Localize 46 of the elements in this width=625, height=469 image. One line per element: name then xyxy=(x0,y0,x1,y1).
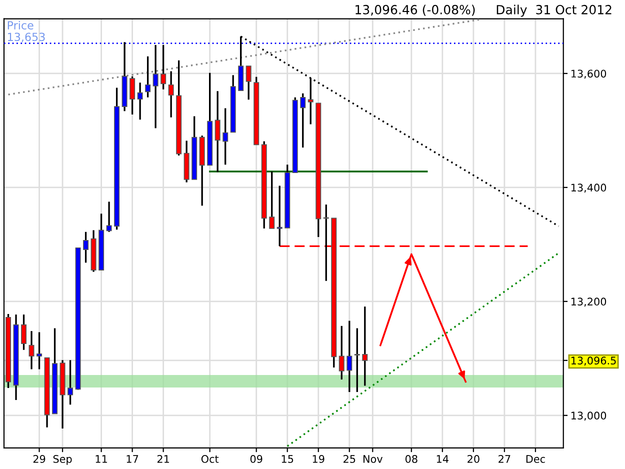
candlestick xyxy=(308,77,314,126)
candlestick xyxy=(300,92,306,148)
y-tick-label: 13,600 xyxy=(571,70,606,79)
x-tick-label: 27 xyxy=(498,455,510,463)
candlestick xyxy=(338,325,344,380)
candlestick xyxy=(130,75,136,116)
x-tick-label: Nov xyxy=(364,455,383,463)
chart-title: 13,096.46 (-0.08%) Daily 31 Oct 2012 xyxy=(356,4,612,17)
candlestick xyxy=(214,90,220,173)
x-tick-label: 21 xyxy=(157,455,169,463)
x-tick-label: Oct xyxy=(201,455,219,463)
x-tick-label: 08 xyxy=(405,455,418,463)
candlestick xyxy=(83,231,89,264)
x-tick-label: Dec xyxy=(526,455,545,463)
x-tick-label: Sep xyxy=(53,455,72,465)
x-tick-label: 19 xyxy=(312,455,324,463)
candlestick xyxy=(137,82,143,120)
candlestick xyxy=(346,320,352,393)
candlestick xyxy=(269,170,275,230)
y-tick-label: 13,096.5 xyxy=(571,356,616,366)
candlestick xyxy=(222,107,228,166)
candlestick xyxy=(168,70,174,118)
x-tick-label: 17 xyxy=(126,455,138,463)
candlestick xyxy=(21,314,27,351)
x-tick-label: 14 xyxy=(436,455,448,463)
x-tick-label: 29 xyxy=(33,455,46,463)
candlestick xyxy=(246,65,252,101)
x-tick-label: 20 xyxy=(468,455,480,463)
candlestick xyxy=(160,44,166,90)
candlestick xyxy=(276,184,282,247)
y-axis-title: Price xyxy=(8,20,34,30)
candlestick xyxy=(68,359,74,406)
x-tick-label: 11 xyxy=(96,455,107,463)
candlestick xyxy=(28,330,34,370)
candlestick xyxy=(36,331,42,370)
y-tick-label: 13,200 xyxy=(571,298,606,307)
ref-line-label: 13,653 xyxy=(8,32,45,42)
x-tick-label: 15 xyxy=(282,455,294,463)
candlestick xyxy=(354,327,360,393)
y-tick-label: 13,000 xyxy=(571,412,606,421)
x-tick-label: 09 xyxy=(250,455,262,463)
candlestick xyxy=(145,56,151,98)
candlestick xyxy=(362,306,368,387)
candlestick xyxy=(106,200,112,233)
x-tick-label: 25 xyxy=(344,455,356,463)
y-tick-label: 13,400 xyxy=(571,184,606,193)
